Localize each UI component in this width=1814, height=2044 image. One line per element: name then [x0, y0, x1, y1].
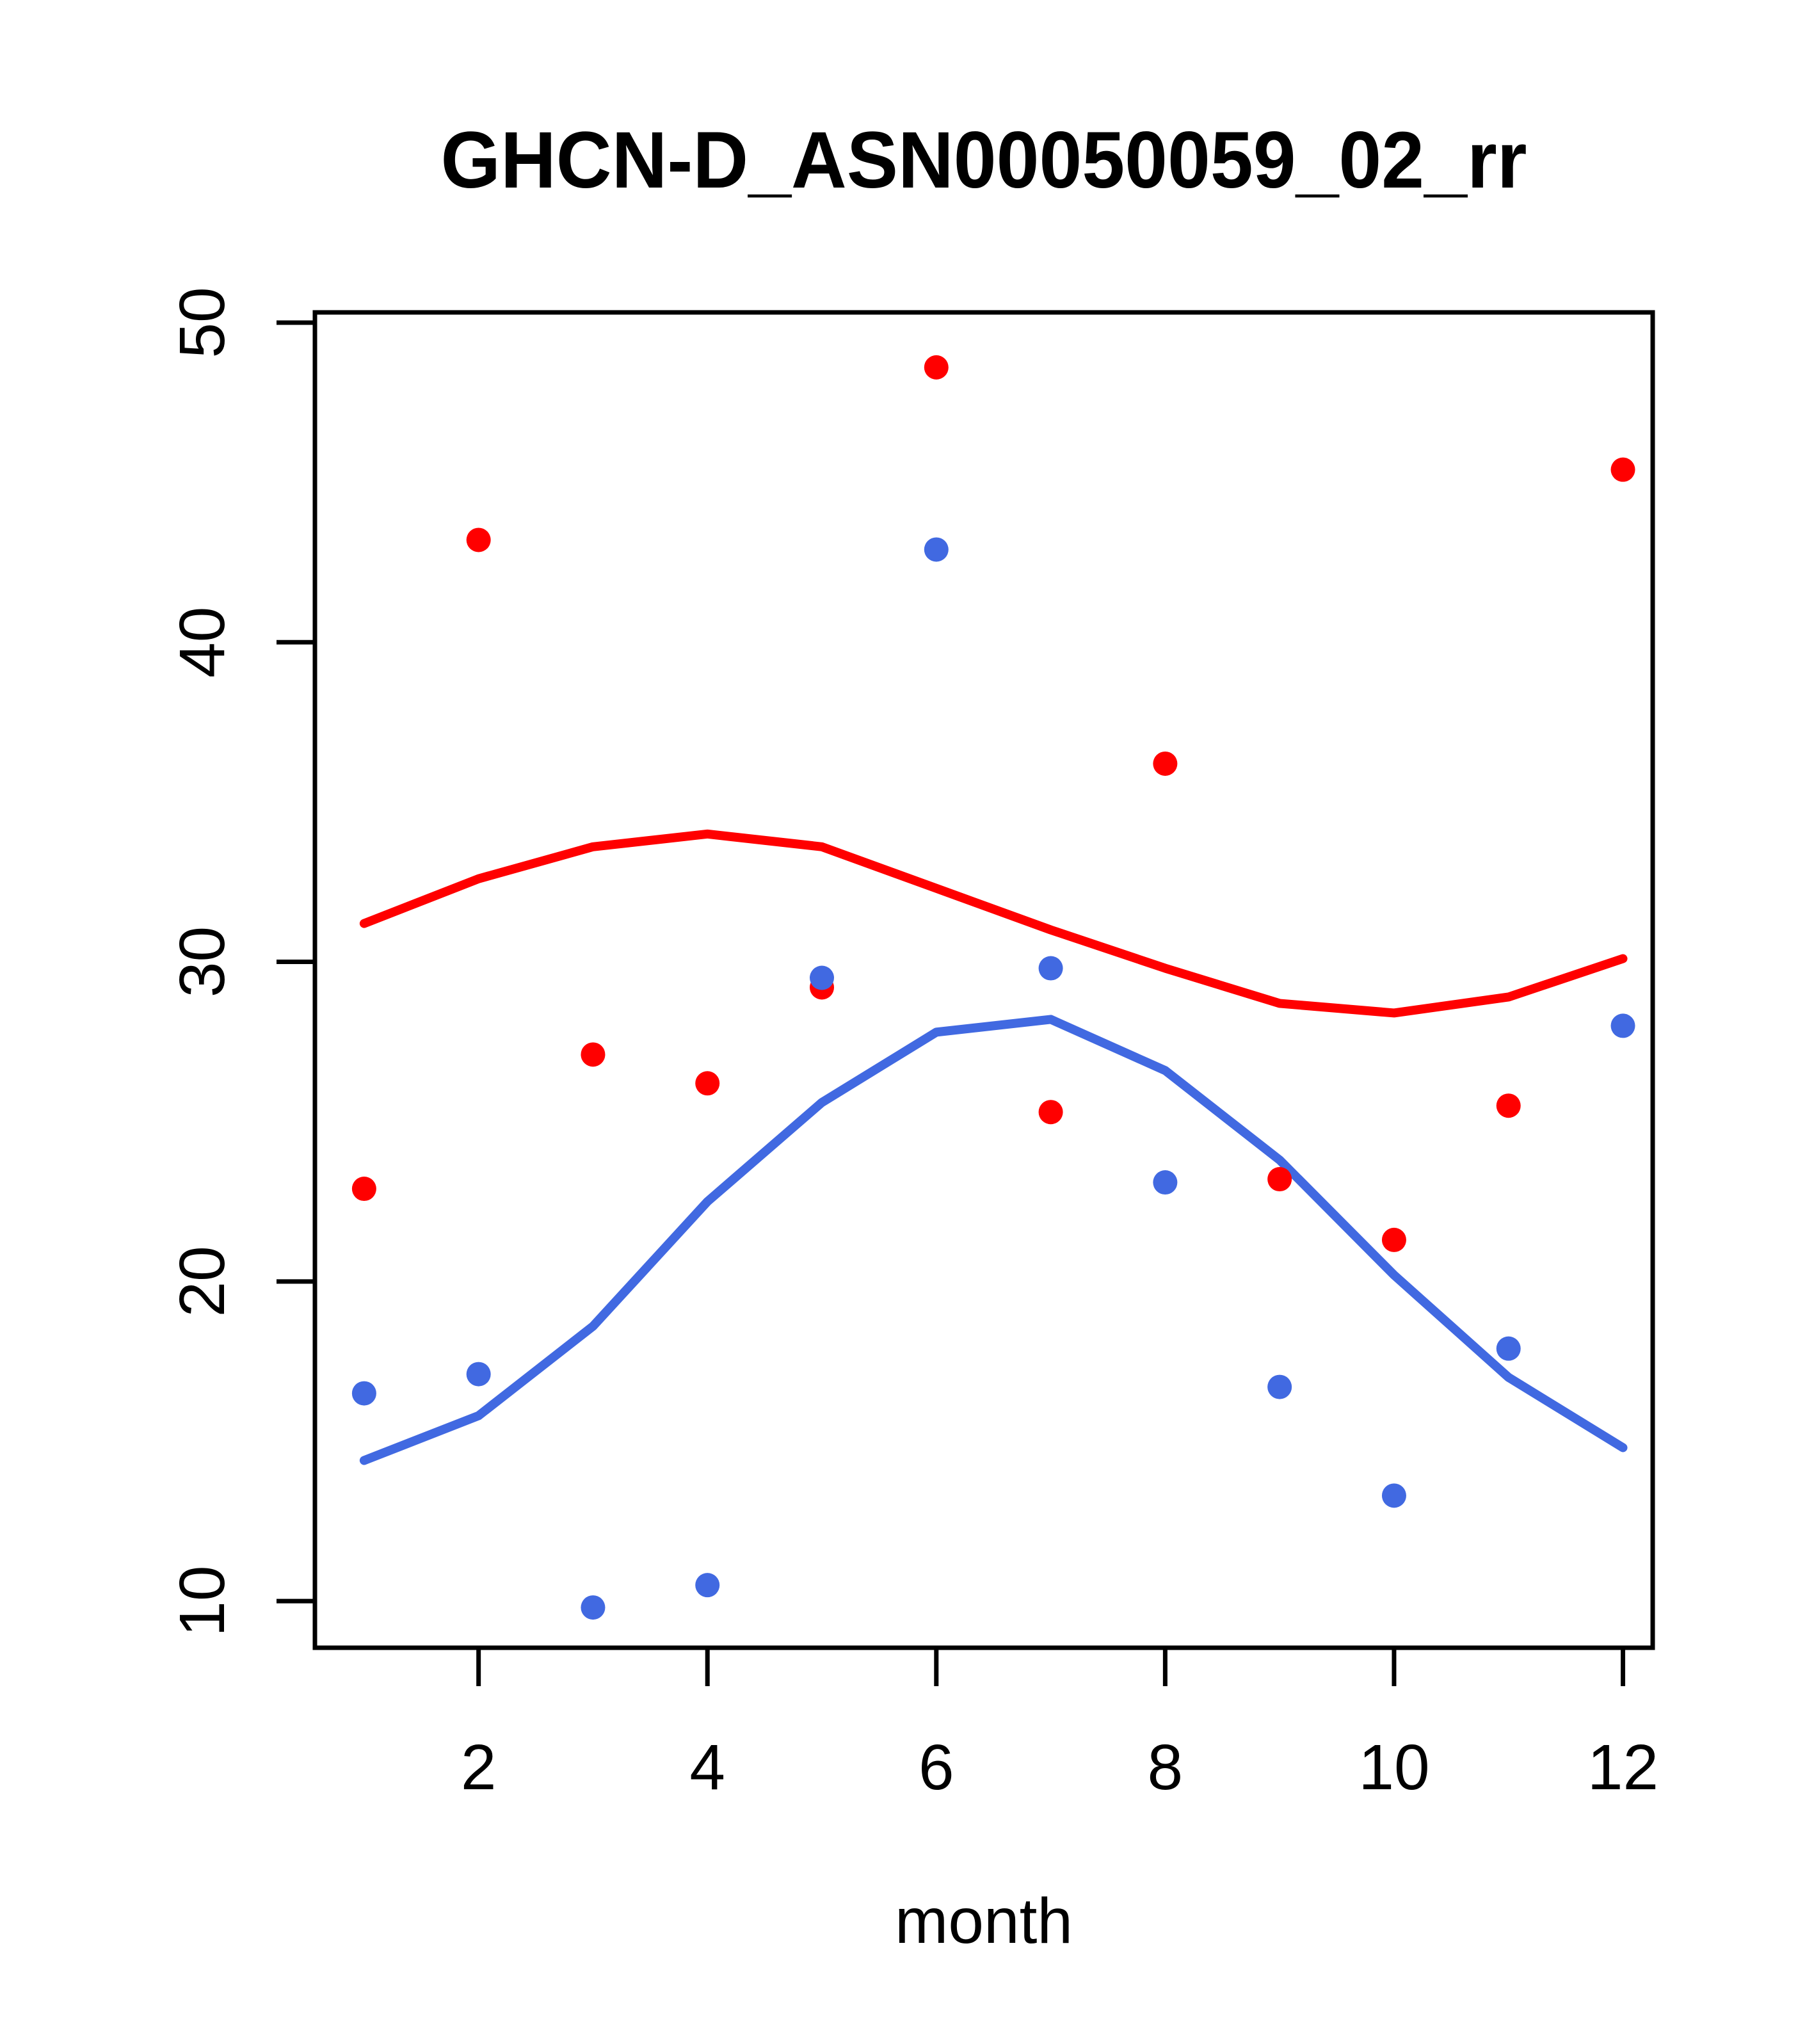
blue-data-point: [1381, 1483, 1406, 1508]
blue-data-point: [1610, 1013, 1635, 1038]
blue-data-point: [1153, 1170, 1178, 1195]
blue-data-point: [924, 537, 949, 562]
blue-data-point: [695, 1573, 720, 1598]
red-data-point: [1496, 1093, 1521, 1118]
y-tick-label: 50: [166, 287, 238, 358]
data-series-layer: [351, 355, 1635, 1620]
red-loess-smooth-line: [359, 829, 1628, 1018]
blue-data-point: [1038, 956, 1063, 981]
x-axis-label: month: [895, 1885, 1073, 1957]
red-data-point: [1267, 1167, 1292, 1192]
red-data-point: [466, 527, 491, 552]
red-data-point: [351, 1177, 376, 1202]
x-axis: 2 4 6 8 10 12: [461, 1648, 1658, 1803]
x-tick-label: 4: [689, 1732, 725, 1803]
y-axis: 10 20 30 40 50: [166, 287, 315, 1637]
x-tick-label: 10: [1358, 1732, 1429, 1803]
x-tick-label: 6: [919, 1732, 954, 1803]
y-tick-label: 10: [166, 1565, 238, 1636]
y-tick-label: 20: [166, 1246, 238, 1317]
x-tick-label: 12: [1587, 1732, 1658, 1803]
blue-data-point: [1267, 1374, 1292, 1399]
red-data-point: [695, 1071, 720, 1096]
y-tick-label: 40: [166, 607, 238, 678]
plot-box: [312, 310, 1655, 1650]
chart-title: GHCN-D_ASN00050059_02_rr: [441, 116, 1527, 205]
blue-loess-smooth-line: [359, 1015, 1628, 1465]
x-tick-label: 2: [461, 1732, 497, 1803]
x-tick-label: 8: [1148, 1732, 1184, 1803]
red-data-point: [924, 355, 949, 380]
blue-data-point: [466, 1362, 491, 1387]
red-data-point: [581, 1042, 606, 1067]
blue-data-point: [581, 1595, 606, 1620]
blue-data-point: [1496, 1336, 1521, 1361]
red-data-point: [1610, 457, 1635, 482]
red-data-point: [1038, 1100, 1063, 1125]
blue-data-point: [810, 965, 835, 990]
y-tick-label: 30: [166, 926, 238, 997]
red-data-point: [1153, 751, 1178, 776]
red-data-point: [1381, 1227, 1406, 1252]
blue-data-point: [351, 1381, 376, 1406]
